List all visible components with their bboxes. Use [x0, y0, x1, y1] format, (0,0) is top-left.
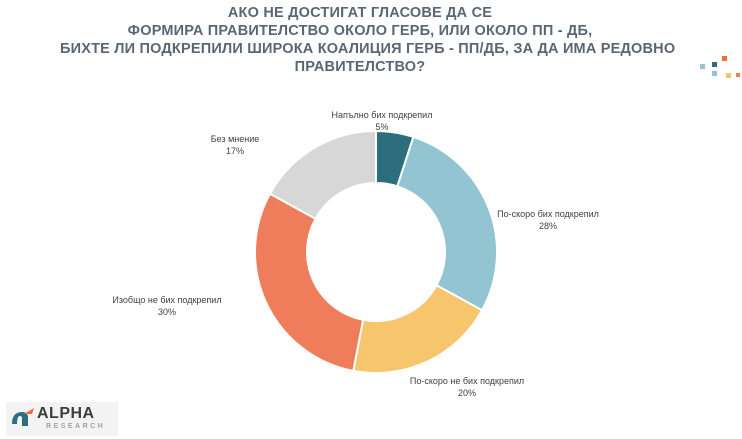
logo-name: ALPHA	[37, 405, 95, 422]
slice-label-value: 5%	[375, 122, 389, 132]
slice-no-opinion	[268, 129, 377, 221]
title-line-2: ФОРМИРА ПРАВИТЕЛСТВО ОКОЛО ГЕРБ, ИЛИ ОКО…	[127, 23, 593, 39]
slice-label-value: 30%	[157, 307, 176, 317]
slice-label-text: По-скоро бих подкрепил	[497, 209, 599, 219]
logo-sub: RESEARCH	[46, 423, 106, 430]
slice-label-value: 17%	[225, 146, 244, 156]
slice-label-not-support-at-all: Изобщо не бих подкрепил 30%	[92, 294, 242, 318]
slice-label-fully-support: Напълно бих подкрепил 5%	[322, 109, 442, 133]
title-line-1: АКО НЕ ДОСТИГАТ ГЛАСОВЕ ДА СЕ	[227, 5, 493, 21]
title-line-3: БИХТЕ ЛИ ПОДКРЕПИЛИ ШИРОКА КОАЛИЦИЯ ГЕРБ…	[60, 41, 676, 57]
chart-title: АКО НЕ ДОСТИГАТ ГЛАСОВЕ ДА СЕ ФОРМИРА ПР…	[60, 4, 676, 76]
slice-label-value: 28%	[538, 221, 557, 231]
slice-label-rather-not-support: По-скоро не бих подкрепил 20%	[392, 375, 542, 399]
slice-label-rather-support: По-скоро бих подкрепил 28%	[478, 208, 618, 232]
alpha-research-logo: ALPHA RESEARCH	[6, 402, 118, 436]
slice-label-value: 20%	[457, 388, 476, 398]
slice-label-text: По-скоро не бих подкрепил	[409, 376, 525, 386]
slice-rather-support	[396, 135, 498, 312]
slice-label-text: Без мнение	[210, 134, 260, 144]
alpha-mark-icon	[12, 408, 34, 426]
slice-not-support-at-all	[254, 192, 365, 373]
slice-label-text: Напълно бих подкрепил	[331, 110, 433, 120]
title-line-4: ПРАВИТЕЛСТВО?	[294, 59, 426, 75]
slice-label-text: Изобщо не бих подкрепил	[112, 295, 222, 305]
slice-label-no-opinion: Без мнение 17%	[185, 133, 285, 157]
